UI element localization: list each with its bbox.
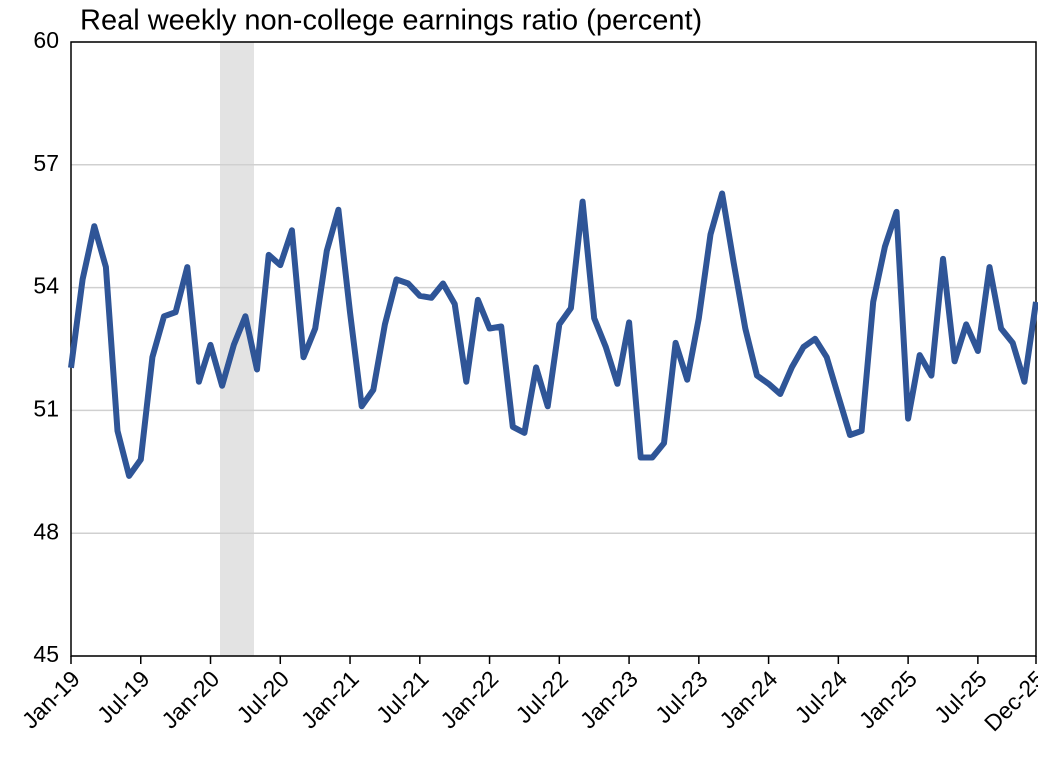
- y-tick-label: 54: [33, 273, 59, 299]
- x-tick-label: Jul-21: [371, 665, 434, 728]
- x-tick-label: Dec-25: [979, 665, 1038, 736]
- x-tick-label: Jan-19: [17, 665, 85, 733]
- chart-title: Real weekly non-college earnings ratio (…: [80, 5, 702, 37]
- x-tick-label: Jul-19: [92, 665, 155, 728]
- x-tick-label: Jan-22: [435, 665, 503, 733]
- x-tick-label: Jan-24: [714, 665, 782, 733]
- x-tick-label: Jul-24: [789, 665, 852, 728]
- y-tick-label: 60: [33, 27, 59, 53]
- x-tick-label: Jan-25: [854, 665, 922, 733]
- y-tick-label: 45: [33, 641, 59, 667]
- shaded-period: [220, 42, 254, 656]
- x-tick-label: Jan-23: [575, 665, 643, 733]
- x-tick-label: Jan-20: [156, 665, 224, 733]
- line: [68, 190, 1038, 479]
- y-tick-label: 57: [33, 150, 59, 176]
- x-tick-label: Jul-20: [231, 665, 294, 728]
- y-tick-label: 51: [33, 395, 59, 421]
- x-tick-label: Jul-22: [510, 665, 573, 728]
- y-tick-label: 48: [33, 518, 59, 544]
- x-tick-label: Jan-21: [296, 665, 364, 733]
- x-tick-label: Jul-23: [650, 665, 713, 728]
